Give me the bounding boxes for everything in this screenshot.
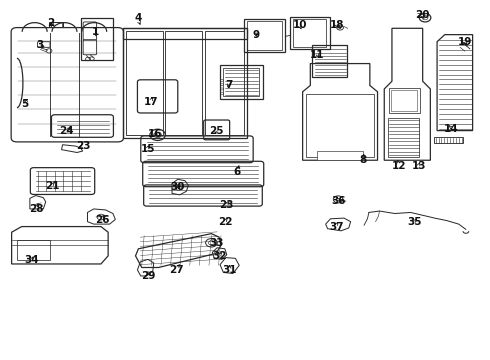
Text: 35: 35 — [408, 217, 422, 227]
Text: 16: 16 — [147, 129, 162, 139]
Text: 32: 32 — [213, 251, 227, 261]
Text: 18: 18 — [330, 20, 344, 30]
Bar — [122, 28, 247, 138]
Bar — [122, 28, 247, 39]
Text: 27: 27 — [170, 265, 184, 275]
Bar — [290, 17, 329, 49]
Bar — [244, 19, 285, 52]
Text: 26: 26 — [95, 215, 109, 225]
Text: 33: 33 — [209, 238, 223, 248]
Text: 17: 17 — [144, 98, 158, 107]
Bar — [247, 21, 282, 50]
Text: 12: 12 — [392, 161, 406, 171]
Text: 15: 15 — [141, 144, 155, 154]
Text: 3: 3 — [36, 40, 44, 50]
Bar — [205, 31, 244, 135]
Text: 1: 1 — [92, 27, 99, 37]
Text: 34: 34 — [24, 256, 39, 265]
Text: 29: 29 — [141, 271, 155, 281]
Text: 13: 13 — [412, 161, 426, 171]
Text: 23: 23 — [220, 201, 234, 210]
Bar — [223, 68, 259, 96]
Bar — [434, 137, 463, 143]
Bar — [312, 45, 347, 77]
Text: 4: 4 — [135, 13, 142, 23]
Text: 25: 25 — [209, 126, 223, 136]
Bar — [389, 87, 420, 113]
Text: 10: 10 — [293, 20, 307, 30]
Text: 6: 6 — [234, 167, 241, 177]
Text: 11: 11 — [310, 50, 324, 60]
Bar — [388, 118, 419, 157]
Text: 2: 2 — [48, 18, 54, 28]
Text: 14: 14 — [444, 124, 459, 134]
Text: 21: 21 — [45, 181, 59, 192]
Bar — [391, 90, 417, 111]
Bar — [220, 66, 263, 99]
Text: 9: 9 — [252, 30, 259, 40]
Text: 7: 7 — [225, 80, 232, 90]
Bar — [293, 19, 326, 47]
Text: 31: 31 — [222, 265, 237, 275]
Text: 24: 24 — [59, 126, 74, 136]
Text: 8: 8 — [359, 154, 366, 165]
Bar — [317, 152, 363, 160]
Bar — [49, 22, 64, 27]
Bar — [165, 31, 202, 135]
Text: 36: 36 — [331, 196, 345, 206]
Bar — [81, 18, 113, 60]
Bar — [17, 240, 49, 260]
Text: 5: 5 — [22, 99, 29, 109]
Text: 30: 30 — [171, 182, 185, 192]
Text: 20: 20 — [416, 10, 430, 20]
Text: 37: 37 — [329, 221, 343, 231]
Text: 22: 22 — [219, 217, 233, 227]
Bar — [306, 94, 374, 157]
Bar — [126, 31, 163, 135]
Text: 23: 23 — [76, 141, 91, 152]
Text: 28: 28 — [29, 204, 44, 214]
Text: 19: 19 — [458, 37, 472, 47]
